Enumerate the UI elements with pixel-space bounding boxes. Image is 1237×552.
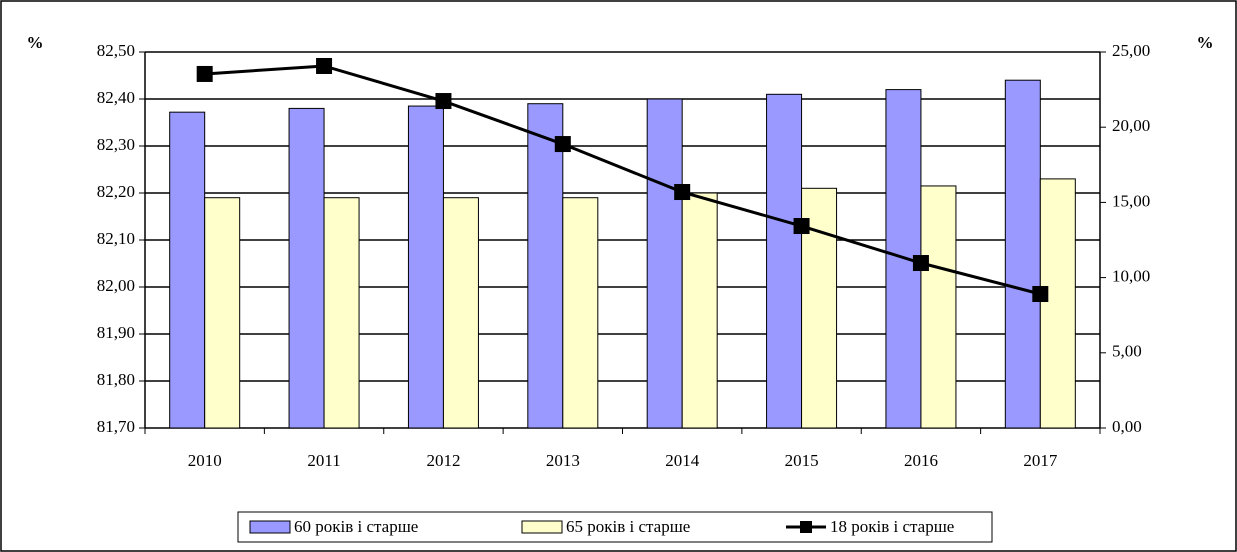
bar: [527, 103, 564, 429]
x-tick-label: 2015: [785, 451, 819, 470]
x-tick-label: 2013: [546, 451, 580, 470]
line-marker: [316, 57, 333, 74]
y-axis-label: %: [27, 33, 44, 52]
legend-label: 60 років і старше: [294, 517, 418, 536]
legend-label: 65 років і старше: [566, 517, 690, 536]
line-marker: [435, 93, 452, 110]
bar: [1039, 178, 1076, 429]
bar: [766, 93, 803, 429]
line-marker: [554, 136, 571, 153]
bar: [562, 197, 599, 429]
x-tick-label: 2014: [665, 451, 700, 470]
bar: [288, 107, 325, 429]
y2-tick-label: 5,00: [1112, 342, 1142, 361]
line: [204, 64, 1041, 296]
y-tick-label: 82,30: [97, 135, 135, 154]
y-tick-label: 82,50: [97, 41, 135, 60]
legend-swatch: [800, 521, 812, 533]
x-tick-label: 2010: [188, 451, 222, 470]
bar: [169, 111, 206, 429]
y-tick-label: 81,80: [97, 370, 135, 389]
y2-tick-label: 10,00: [1112, 267, 1150, 286]
line-marker: [912, 255, 929, 272]
y2-tick-label: 20,00: [1112, 116, 1150, 135]
y-tick-label: 82,40: [97, 88, 135, 107]
legend-swatch: [249, 520, 291, 534]
bar: [204, 197, 241, 429]
line-marker: [793, 218, 810, 235]
legend-swatch: [521, 520, 563, 534]
x-tick-label: 2017: [1023, 451, 1058, 470]
bar: [323, 197, 360, 429]
bar: [920, 185, 957, 429]
y-tick-label: 81,90: [97, 323, 135, 342]
y-tick-label: 82,10: [97, 229, 135, 248]
bar: [681, 192, 718, 429]
legend-label: 18 років і старше: [830, 517, 954, 536]
y2-axis-label: %: [1197, 33, 1214, 52]
y-tick-label: 82,00: [97, 276, 135, 295]
bar: [407, 105, 444, 429]
y2-tick-label: 0,00: [1112, 417, 1142, 436]
bar: [646, 98, 683, 429]
y-tick-label: 81,70: [97, 417, 135, 436]
bar: [442, 197, 479, 429]
line-marker: [674, 184, 691, 201]
legend-box: [237, 511, 993, 543]
bar: [1004, 79, 1041, 429]
line-marker: [196, 65, 213, 82]
x-tick-label: 2016: [904, 451, 938, 470]
line-marker: [1032, 285, 1049, 302]
y2-tick-label: 25,00: [1112, 41, 1150, 60]
y2-tick-label: 15,00: [1112, 191, 1150, 210]
x-tick-label: 2011: [307, 451, 340, 470]
x-tick-label: 2012: [426, 451, 460, 470]
y-tick-label: 82,20: [97, 182, 135, 201]
